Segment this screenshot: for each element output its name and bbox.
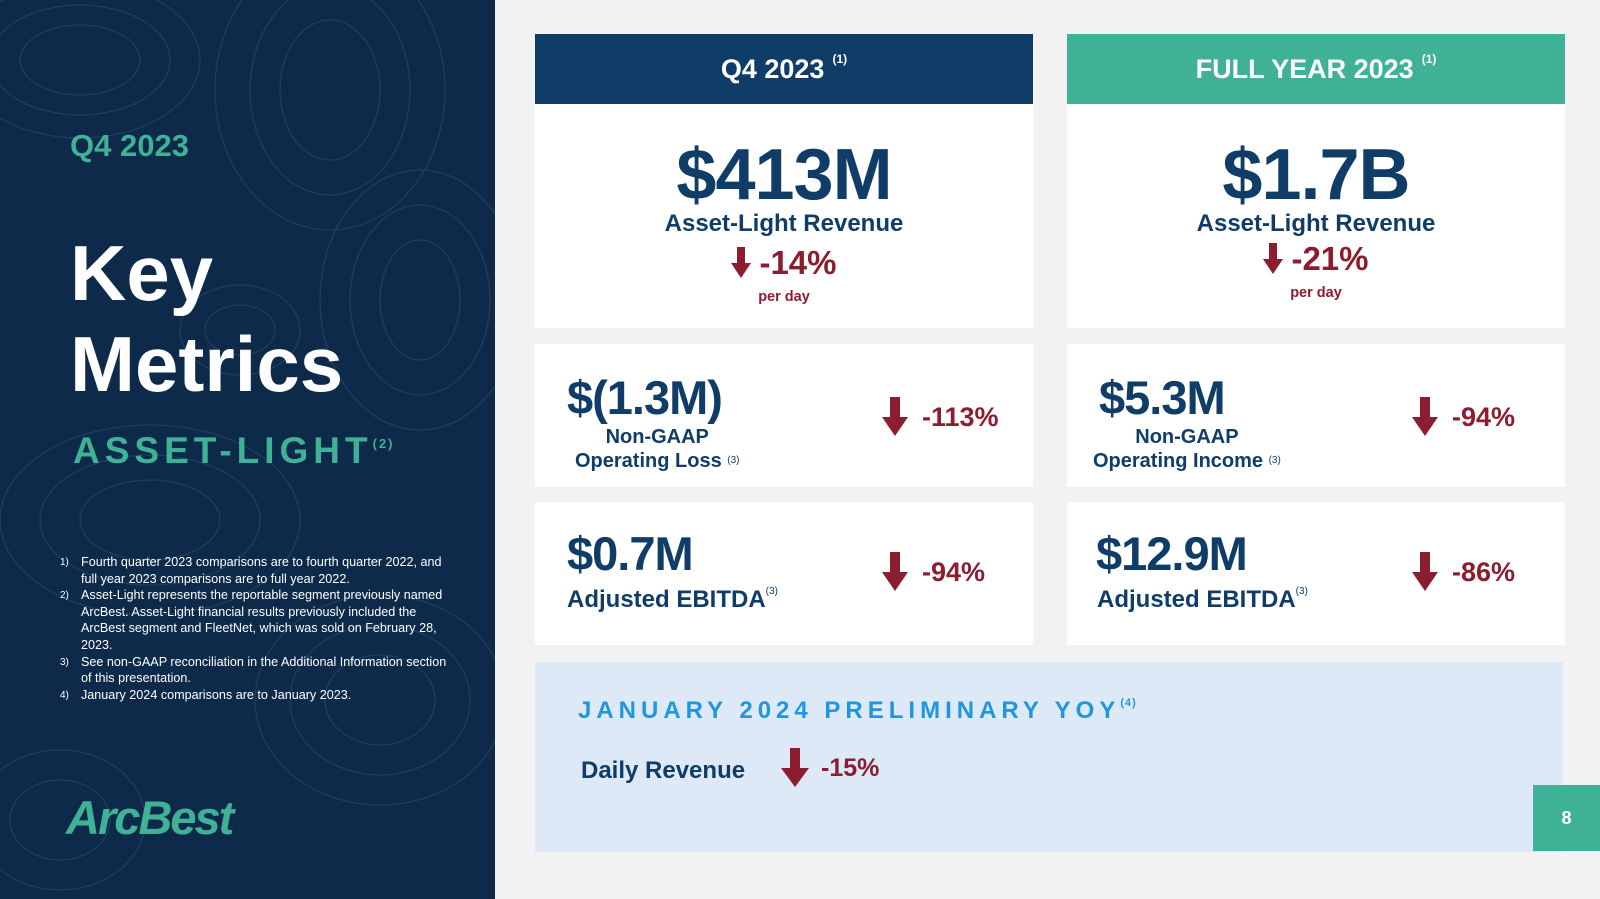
footnote: 1) Fourth quarter 2023 comparisons are to… bbox=[60, 554, 450, 587]
q4-header: Q4 2023 (1) bbox=[535, 34, 1033, 104]
footnote: 2) Asset-Light represents the reportable … bbox=[60, 587, 450, 653]
footnotes: 1) Fourth quarter 2023 comparisons are to… bbox=[60, 554, 450, 703]
segment-label: ASSET-LIGHT(2) bbox=[73, 430, 395, 472]
segment-footnote-ref: (2) bbox=[372, 436, 395, 451]
fy-revenue-change: -21% bbox=[1067, 240, 1565, 278]
title-line-1: Key bbox=[70, 229, 214, 317]
q4-ebitda-footnote-ref: (3) bbox=[765, 586, 778, 597]
arrow-down-icon bbox=[882, 552, 908, 591]
fy-revenue-label: Asset-Light Revenue bbox=[1196, 210, 1436, 237]
arrow-down-icon bbox=[731, 247, 752, 278]
fy-operating-value: $5.3M bbox=[1099, 371, 1226, 424]
q4-header-label: Q4 2023 bbox=[720, 53, 825, 84]
footnote-number: 2) bbox=[60, 590, 69, 602]
fy-ebitda-label: Adjusted EBITDA(3) bbox=[1097, 586, 1308, 614]
footnote-number: 4) bbox=[60, 689, 69, 701]
january-title: JANUARY 2024 PRELIMINARY YOY(4) bbox=[578, 697, 1137, 725]
q4-operating-label-text: Operating Loss bbox=[575, 450, 722, 472]
footnote: 3) See non-GAAP reconciliation in the Add… bbox=[60, 654, 450, 687]
q4-operating-label-line-2: Operating Loss (3) bbox=[575, 449, 740, 473]
topographic-background bbox=[0, 0, 495, 891]
q4-operating-footnote-ref: (3) bbox=[727, 455, 740, 466]
q4-revenue-note: per day bbox=[758, 289, 810, 305]
footnote-number: 3) bbox=[60, 656, 69, 668]
q4-ebitda-card: $0.7M Adjusted EBITDA(3) -94% bbox=[535, 502, 1033, 645]
fy-operating-label: Non-GAAP Operating Income (3) bbox=[1093, 425, 1281, 473]
fy-ebitda-change: -86% bbox=[1412, 552, 1515, 592]
full-year-header-label: FULL YEAR 2023 bbox=[1195, 53, 1414, 84]
arrow-down-icon bbox=[882, 397, 908, 436]
fy-revenue-value: $1.7B bbox=[1222, 135, 1410, 215]
fy-revenue-card: $1.7B Asset-Light Revenue -21% per day bbox=[1067, 104, 1565, 328]
fy-operating-footnote-ref: (3) bbox=[1268, 455, 1281, 466]
q4-operating-label: Non-GAAP Operating Loss (3) bbox=[575, 425, 740, 473]
fy-operating-label-line-1: Non-GAAP bbox=[1135, 426, 1239, 448]
fy-operating-card: $5.3M Non-GAAP Operating Income (3) -94% bbox=[1067, 344, 1565, 487]
fy-operating-label-text: Operating Income bbox=[1093, 450, 1264, 472]
fy-ebitda-change-value: -86% bbox=[1452, 556, 1516, 587]
q4-operating-label-line-1: Non-GAAP bbox=[605, 426, 709, 448]
q4-revenue-change-value: -14% bbox=[759, 244, 837, 281]
fy-revenue-change-value: -21% bbox=[1291, 240, 1369, 277]
fy-ebitda-card: $12.9M Adjusted EBITDA(3) -86% bbox=[1067, 502, 1565, 645]
left-panel: Q4 2023 Key Metrics ASSET-LIGHT(2) 1) Fou… bbox=[0, 0, 495, 899]
fy-revenue-note: per day bbox=[1290, 285, 1342, 301]
january-title-text: JANUARY 2024 PRELIMINARY YOY bbox=[578, 697, 1121, 724]
footnote-text: January 2024 comparisons are to January … bbox=[81, 687, 352, 702]
fy-operating-label-line-2: Operating Income (3) bbox=[1093, 449, 1281, 473]
quarter-label: Q4 2023 bbox=[70, 128, 189, 163]
fy-ebitda-value: $12.9M bbox=[1096, 527, 1248, 580]
q4-operating-change-value: -113% bbox=[922, 401, 999, 432]
q4-ebitda-value: $0.7M bbox=[567, 527, 694, 580]
daily-revenue-label: Daily Revenue bbox=[581, 757, 746, 784]
q4-operating-card: $(1.3M) Non-GAAP Operating Loss (3) -113… bbox=[535, 344, 1033, 487]
arrow-down-icon bbox=[781, 748, 809, 787]
segment-text: ASSET-LIGHT bbox=[73, 430, 373, 471]
arrow-down-icon bbox=[1263, 243, 1284, 274]
daily-revenue-change: -15% bbox=[781, 748, 879, 788]
q4-ebitda-change-value: -94% bbox=[922, 556, 986, 587]
january-preliminary-panel: JANUARY 2024 PRELIMINARY YOY(4) Daily Re… bbox=[535, 662, 1563, 852]
full-year-header: FULL YEAR 2023 (1) bbox=[1067, 34, 1565, 104]
q4-operating-value: $(1.3M) bbox=[567, 371, 723, 424]
full-year-header-footnote-ref: (1) bbox=[1421, 52, 1437, 66]
fy-ebitda-label-text: Adjusted EBITDA bbox=[1097, 586, 1296, 613]
fy-operating-change-value: -94% bbox=[1452, 401, 1516, 432]
fy-ebitda-footnote-ref: (3) bbox=[1295, 586, 1308, 597]
q4-revenue-label: Asset-Light Revenue bbox=[664, 210, 904, 237]
q4-operating-change: -113% bbox=[882, 397, 999, 437]
footnote-number: 1) bbox=[60, 557, 69, 568]
q4-ebitda-change: -94% bbox=[882, 552, 985, 592]
footnote: 4) January 2024 comparisons are to Januar… bbox=[60, 687, 450, 704]
q4-revenue-card: $413M Asset-Light Revenue -14% per day bbox=[535, 104, 1033, 328]
arrow-down-icon bbox=[1412, 397, 1438, 436]
page-title: Key Metrics bbox=[70, 228, 343, 410]
daily-revenue-change-value: -15% bbox=[821, 753, 880, 782]
title-line-2: Metrics bbox=[70, 320, 344, 408]
footnote-text: See non-GAAP reconciliation in the Addit… bbox=[81, 654, 447, 686]
q4-revenue-value: $413M bbox=[676, 135, 892, 215]
january-footnote-ref: (4) bbox=[1120, 697, 1137, 709]
q4-revenue-change: -14% bbox=[535, 244, 1033, 282]
arrow-down-icon bbox=[1412, 552, 1438, 591]
page-number: 8 bbox=[1533, 785, 1600, 851]
fy-operating-change: -94% bbox=[1412, 397, 1515, 437]
footnote-text: Asset-Light represents the reportable se… bbox=[81, 588, 443, 652]
q4-ebitda-label: Adjusted EBITDA(3) bbox=[567, 586, 778, 614]
q4-header-footnote-ref: (1) bbox=[832, 52, 848, 66]
q4-ebitda-label-text: Adjusted EBITDA bbox=[567, 586, 766, 613]
arcbest-logo: ArcBest bbox=[66, 791, 234, 844]
footnote-text: Fourth quarter 2023 comparisons are to f… bbox=[81, 555, 442, 586]
